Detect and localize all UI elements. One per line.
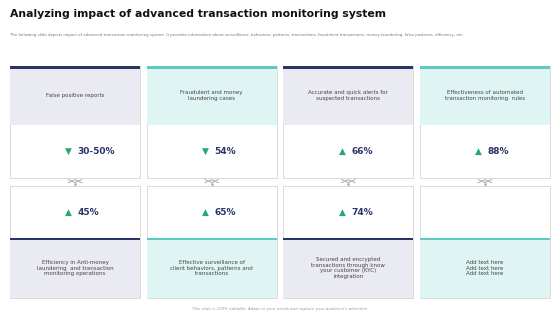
Text: 54%: 54% [214,147,236,156]
FancyBboxPatch shape [147,186,277,298]
FancyBboxPatch shape [147,66,277,178]
FancyBboxPatch shape [10,66,140,125]
FancyBboxPatch shape [283,66,413,125]
FancyBboxPatch shape [147,66,277,69]
FancyBboxPatch shape [420,186,550,298]
Text: Fraudulent and money
laundering cases: Fraudulent and money laundering cases [180,90,243,101]
Text: The following slide depicts impact of advanced transaction monitoring system. It: The following slide depicts impact of ad… [10,33,464,37]
Text: 66%: 66% [351,147,372,156]
FancyBboxPatch shape [420,238,550,240]
FancyBboxPatch shape [283,186,413,298]
FancyBboxPatch shape [10,186,140,298]
Text: This slide is 100% editable. Adapt to your needs and capture your audience's att: This slide is 100% editable. Adapt to yo… [193,307,367,311]
FancyBboxPatch shape [147,238,277,298]
Text: 45%: 45% [78,208,100,217]
Text: Analyzing impact of advanced transaction monitoring system: Analyzing impact of advanced transaction… [10,9,386,20]
FancyBboxPatch shape [283,238,413,298]
Text: ▲: ▲ [475,147,482,156]
Text: ▲: ▲ [339,147,346,156]
FancyBboxPatch shape [420,66,550,69]
FancyBboxPatch shape [147,66,277,125]
FancyBboxPatch shape [283,238,413,240]
Text: 30-50%: 30-50% [78,147,115,156]
Text: Effectiveness of automated
transaction monitoring  rules: Effectiveness of automated transaction m… [445,90,525,101]
Text: ▼: ▼ [66,147,72,156]
FancyBboxPatch shape [420,66,550,125]
Text: ▲: ▲ [66,208,72,217]
Text: 74%: 74% [351,208,373,217]
FancyBboxPatch shape [283,66,413,69]
Text: 65%: 65% [214,208,236,217]
Text: Effective surveillance of
client behaviors, patterns and
transactions: Effective surveillance of client behavio… [170,260,253,276]
Text: Efficiency in Anti-money
laundering  and transaction
monitoring operations: Efficiency in Anti-money laundering and … [37,260,113,276]
FancyBboxPatch shape [10,66,140,69]
FancyBboxPatch shape [147,238,277,240]
FancyBboxPatch shape [10,238,140,240]
Text: Add text here
Add text here
Add text here: Add text here Add text here Add text her… [466,260,503,276]
Text: Secured and encrypted
transactions through know
your customer (KYC)
integration: Secured and encrypted transactions throu… [311,257,385,279]
Text: Accurate and quick alerts for
suspected transactions: Accurate and quick alerts for suspected … [309,90,388,101]
FancyBboxPatch shape [283,66,413,178]
FancyBboxPatch shape [420,238,550,298]
Text: ▼: ▼ [202,147,209,156]
Text: False positive reports: False positive reports [46,93,104,98]
Text: ▲: ▲ [339,208,346,217]
FancyBboxPatch shape [420,66,550,178]
FancyBboxPatch shape [10,66,140,178]
Text: 88%: 88% [488,147,509,156]
Text: ▲: ▲ [202,208,209,217]
FancyBboxPatch shape [10,238,140,298]
